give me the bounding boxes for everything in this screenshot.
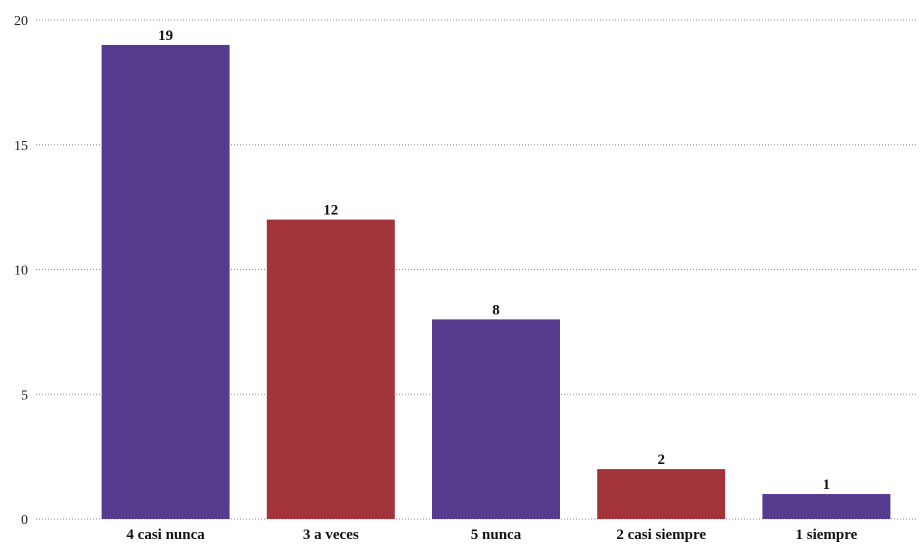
data-label: 1 bbox=[823, 477, 831, 493]
y-axis-ticks: 0 5 10 15 20 bbox=[14, 14, 28, 528]
data-labels: 19 12 8 2 1 bbox=[158, 28, 830, 493]
x-axis-ticks: 4 casi nunca 3 a veces 5 nunca 2 casi siemp… bbox=[126, 527, 857, 543]
x-tick-label: 5 nunca bbox=[471, 527, 522, 543]
bars bbox=[101, 44, 891, 519]
x-tick-label: 1 siempre bbox=[796, 527, 858, 543]
bar bbox=[762, 494, 891, 519]
y-tick-label: 15 bbox=[14, 139, 28, 154]
data-label: 12 bbox=[323, 203, 338, 219]
y-tick-label: 10 bbox=[14, 264, 28, 279]
bar bbox=[101, 44, 230, 519]
y-tick-label: 5 bbox=[21, 388, 28, 403]
data-label: 8 bbox=[492, 302, 500, 318]
bar bbox=[597, 469, 726, 519]
data-label: 2 bbox=[657, 452, 665, 468]
data-label: 19 bbox=[158, 28, 173, 44]
y-tick-label: 20 bbox=[14, 14, 28, 29]
x-tick-label: 2 casi siempre bbox=[616, 527, 706, 543]
bar bbox=[266, 219, 395, 519]
x-tick-label: 3 a veces bbox=[303, 527, 359, 543]
bar bbox=[432, 319, 560, 519]
x-tick-label: 4 casi nunca bbox=[126, 527, 205, 543]
y-tick-label: 0 bbox=[21, 513, 28, 528]
